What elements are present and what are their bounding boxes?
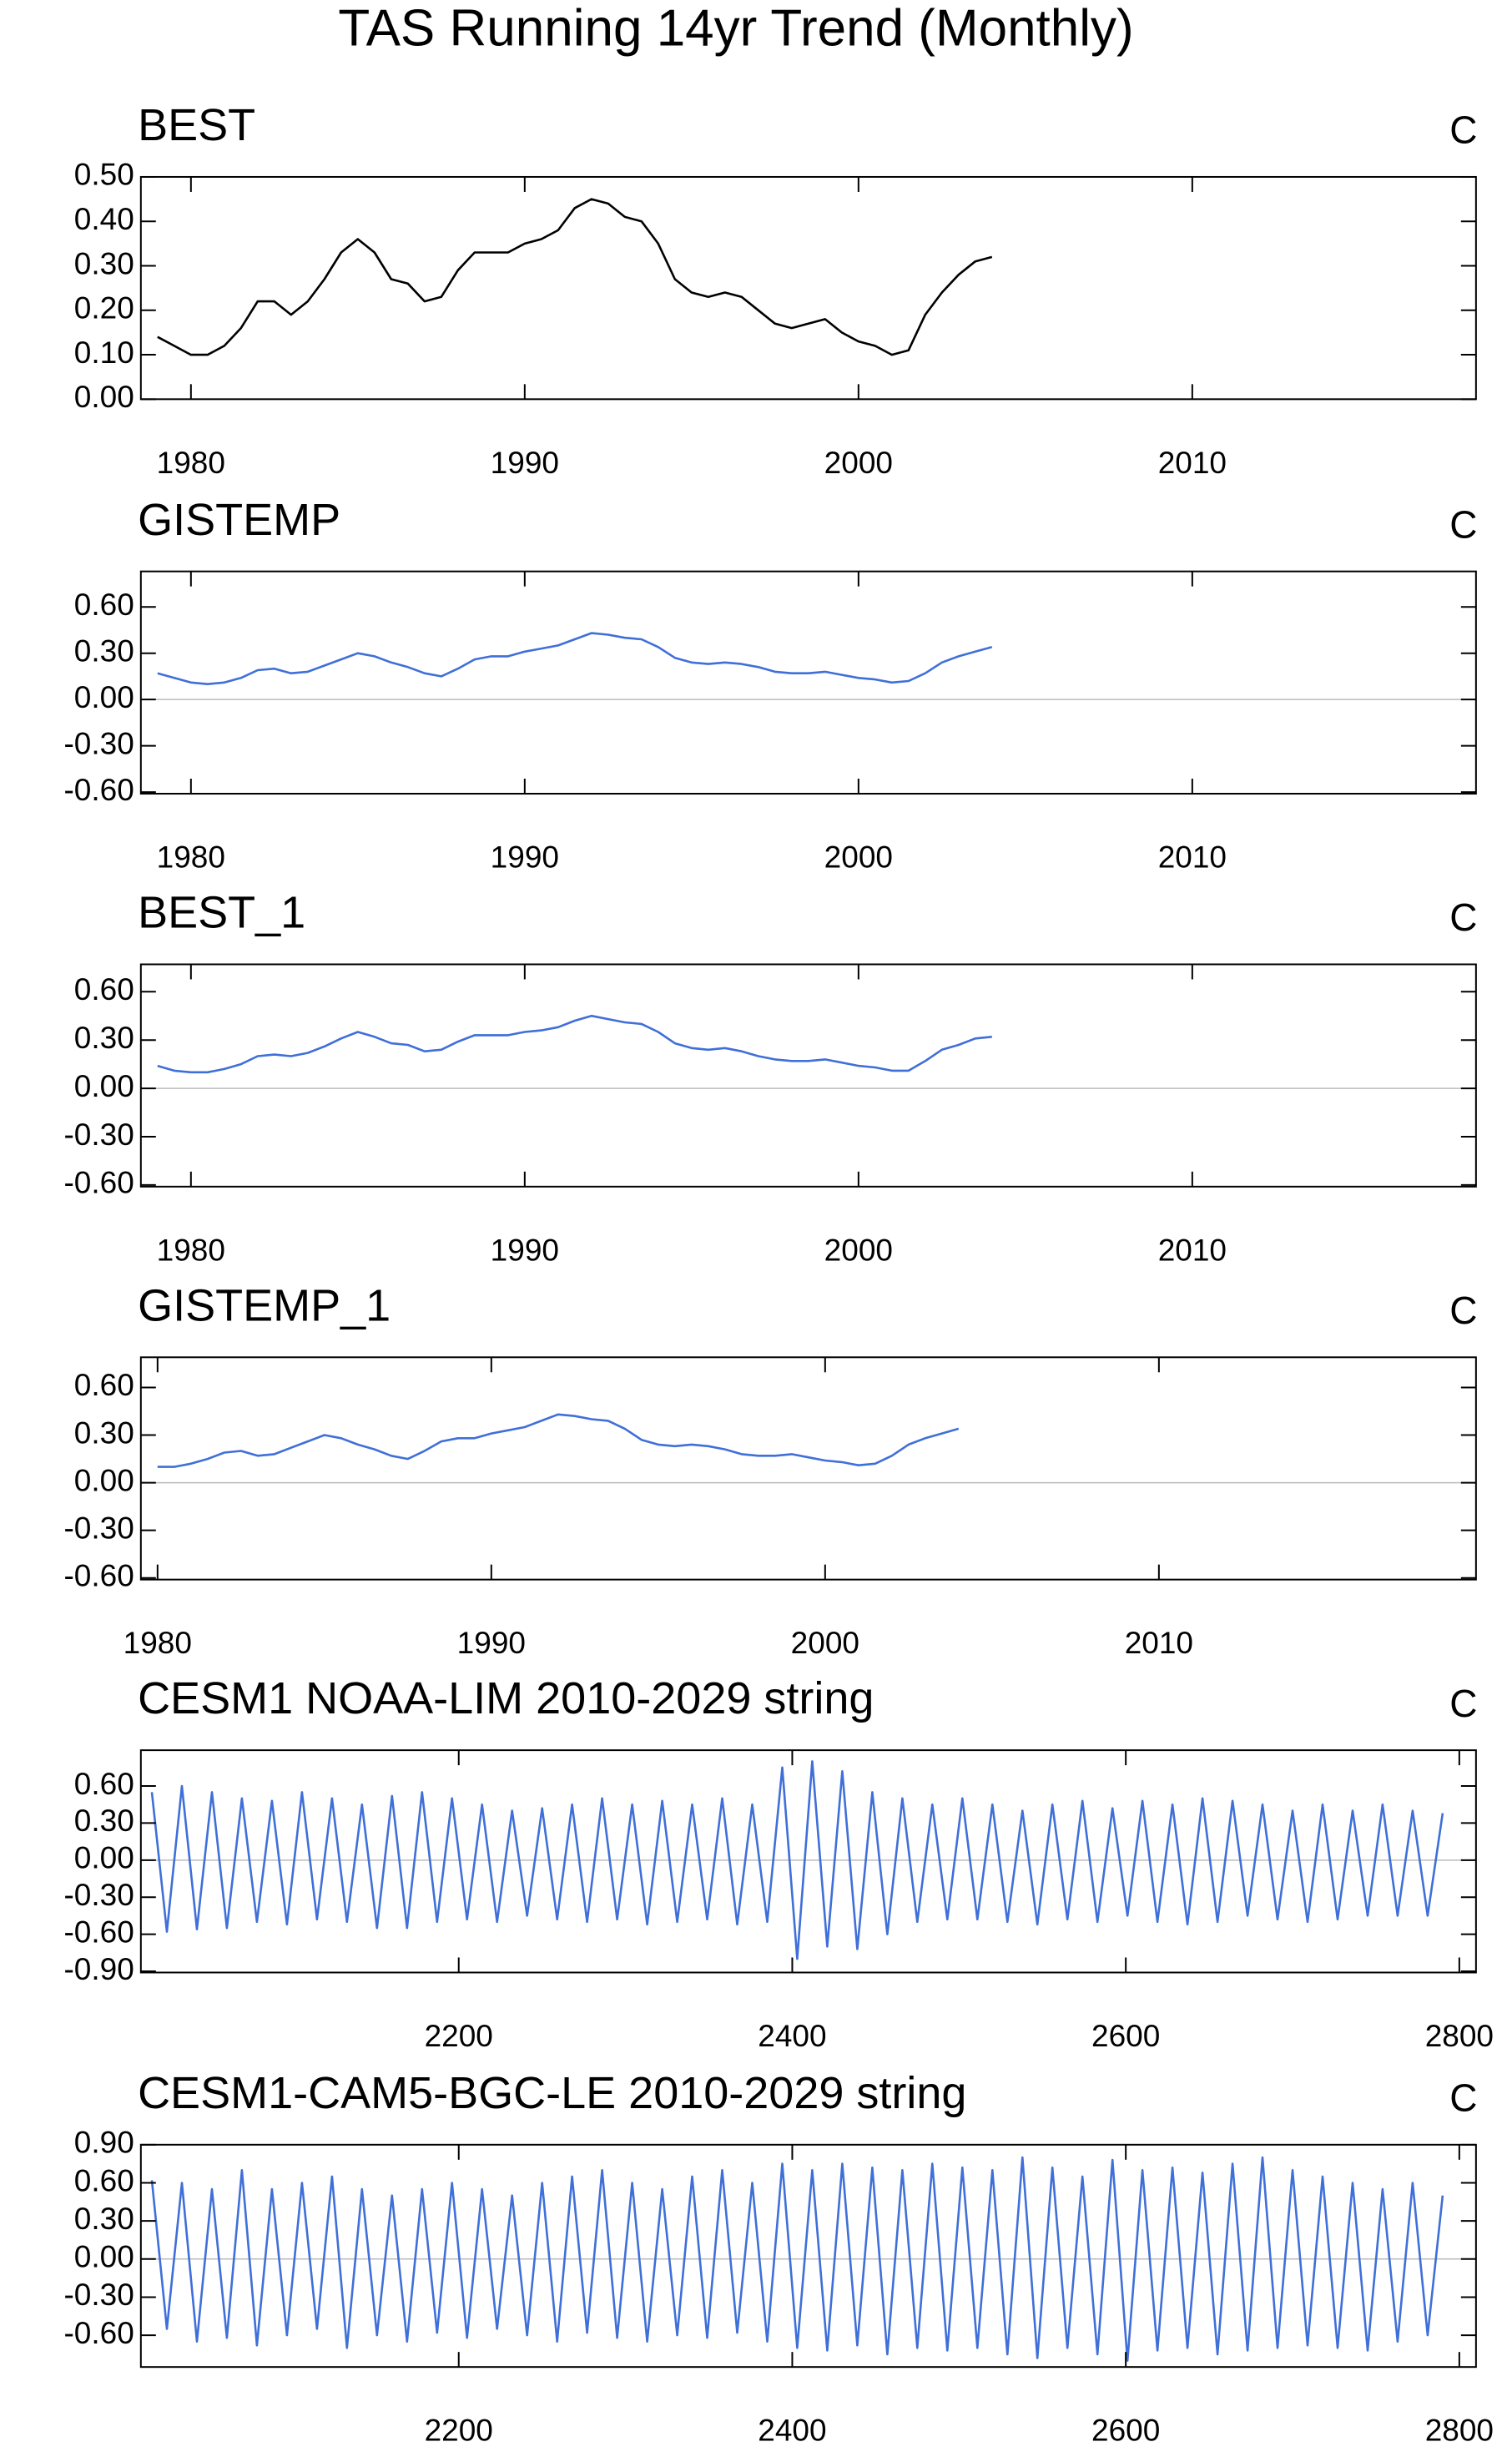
plot-frame: [139, 175, 1477, 401]
x-tick-label: 1990: [491, 446, 559, 480]
y-tick-label: -0.30: [63, 1511, 134, 1545]
figure-title: TAS Running 14yr Trend (Monthly): [338, 0, 1133, 57]
y-tick-label: 0.00: [74, 680, 134, 714]
plot-frame: [139, 1749, 1477, 1974]
y-tick-label: 0.60: [74, 2163, 134, 2197]
y-tick-label: 0.00: [74, 1069, 134, 1103]
x-tick-label: 1980: [157, 1233, 225, 1267]
x-tick-label: 1980: [157, 840, 225, 875]
y-tick-label: 0.30: [74, 633, 134, 668]
x-tick-label: 2600: [1091, 2019, 1160, 2053]
x-tick-label: 2000: [824, 1233, 893, 1267]
y-tick-label: 0.60: [74, 972, 134, 1007]
panel-units: C: [1449, 896, 1477, 939]
y-tick-label: 0.60: [74, 588, 134, 622]
y-tick-label: 0.30: [74, 1021, 134, 1055]
panel-title: BEST: [138, 100, 255, 150]
x-tick-label: 2000: [791, 1626, 859, 1660]
x-tick-label: 1980: [157, 446, 225, 480]
x-tick-label: 1990: [491, 1233, 559, 1267]
plot-frame: [139, 2143, 1477, 2369]
y-tick-label: 0.00: [74, 1463, 134, 1497]
x-tick-label: 1990: [457, 1626, 526, 1660]
panel-units: C: [1449, 1682, 1477, 1725]
data-line: [150, 2156, 1444, 2362]
panel-title: GISTEMP_1: [138, 1280, 391, 1330]
x-tick-label: 2000: [824, 840, 893, 875]
y-tick-label: -0.30: [63, 1118, 134, 1152]
x-tick-label: 2010: [1158, 840, 1227, 875]
x-tick-label: 2010: [1125, 1626, 1193, 1660]
y-tick-label: 0.00: [74, 1841, 134, 1875]
y-tick-label: -0.30: [63, 2278, 134, 2312]
y-tick-label: 0.30: [74, 1804, 134, 1838]
data-line: [157, 632, 993, 685]
x-tick-label: 2010: [1158, 446, 1227, 480]
y-tick-label: -0.90: [63, 1952, 134, 1986]
panel-units: C: [1449, 502, 1477, 546]
panel-units: C: [1449, 108, 1477, 152]
x-tick-label: 2800: [1425, 2019, 1494, 2053]
x-tick-label: 2000: [824, 446, 893, 480]
x-tick-label: 2400: [758, 2019, 826, 2053]
data-line: [157, 1014, 992, 1074]
panel-title: CESM1-CAM5-BGC-LE 2010-2029 string: [138, 2068, 966, 2118]
data-line: [157, 1413, 960, 1468]
y-tick-label: -0.60: [63, 1166, 134, 1200]
y-tick-label: 0.40: [74, 202, 134, 236]
y-tick-label: 0.20: [74, 291, 134, 325]
panel-units: C: [1449, 2076, 1477, 2119]
y-tick-label: 0.00: [74, 380, 134, 414]
panel-title: CESM1 NOAA-LIM 2010-2029 string: [138, 1673, 874, 1723]
x-tick-label: 2200: [425, 2414, 493, 2448]
y-tick-label: -0.60: [63, 2316, 134, 2350]
panel-title: GISTEMP: [138, 495, 340, 545]
y-tick-label: -0.30: [63, 1878, 134, 1912]
y-tick-label: 0.50: [74, 158, 134, 192]
x-tick-label: 2400: [758, 2414, 826, 2448]
y-tick-label: 0.60: [74, 1368, 134, 1402]
data-line: [150, 1760, 1444, 1960]
y-tick-label: -0.60: [63, 773, 134, 807]
x-tick-label: 1990: [491, 840, 559, 875]
x-tick-label: 2200: [425, 2019, 493, 2053]
y-tick-label: -0.60: [63, 1915, 134, 1949]
panel-title: BEST_1: [138, 888, 305, 938]
x-tick-label: 2600: [1091, 2414, 1160, 2448]
y-tick-label: 0.90: [74, 2126, 134, 2160]
plot-frame: [139, 1356, 1477, 1581]
y-tick-label: 0.30: [74, 1415, 134, 1450]
plot-frame: [139, 963, 1477, 1188]
y-tick-label: -0.60: [63, 1559, 134, 1593]
y-tick-label: 0.30: [74, 2202, 134, 2236]
x-tick-label: 1980: [123, 1626, 192, 1660]
y-tick-label: 0.60: [74, 1767, 134, 1801]
panel-units: C: [1449, 1289, 1477, 1332]
y-tick-label: 0.00: [74, 2240, 134, 2274]
y-tick-label: -0.30: [63, 726, 134, 760]
x-tick-label: 2800: [1425, 2414, 1494, 2448]
y-tick-label: 0.30: [74, 246, 134, 280]
plot-frame: [139, 570, 1477, 795]
x-tick-label: 2010: [1158, 1233, 1227, 1267]
data-line: [157, 198, 993, 356]
y-tick-label: 0.10: [74, 336, 134, 370]
